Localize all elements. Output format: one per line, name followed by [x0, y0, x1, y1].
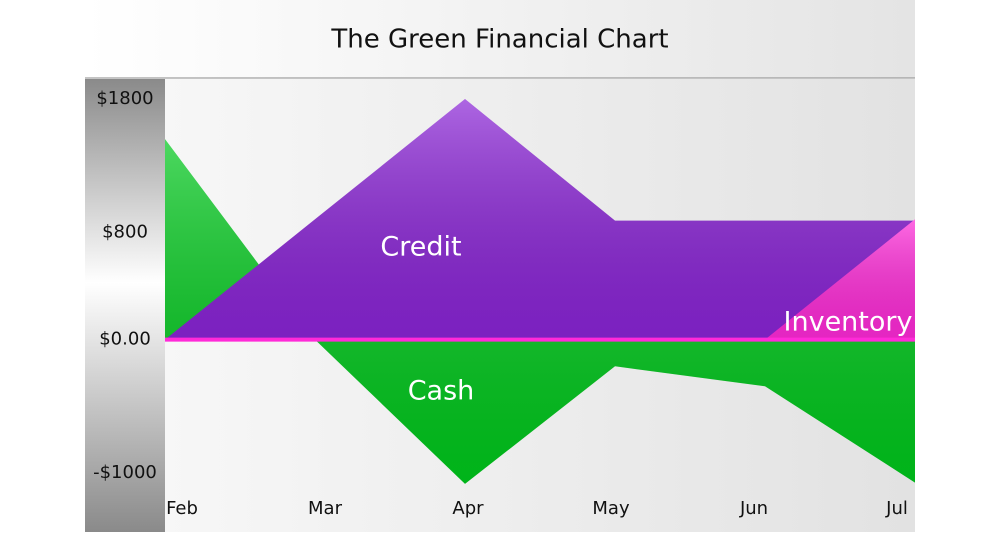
x-tick-label: May: [592, 498, 630, 519]
chart-title: The Green Financial Chart: [330, 25, 668, 55]
labels: Cash Credit Inventory: [380, 232, 912, 407]
y-tick-label: $1800: [96, 88, 153, 109]
series-area: [165, 99, 915, 340]
x-tick-label: Jul: [885, 498, 908, 519]
series-area: [165, 139, 915, 484]
series-label: Credit: [380, 232, 461, 263]
series-label: Cash: [408, 376, 475, 407]
series-area: [165, 219, 915, 340]
area-shade: [165, 139, 915, 484]
x-tick-label: Jun: [739, 498, 768, 519]
y-tick-label: $0.00: [99, 329, 151, 350]
areas: [165, 99, 915, 484]
axis-background: [85, 79, 165, 532]
y-tick-label: $800: [102, 222, 148, 243]
x-tick-label: Apr: [452, 498, 484, 519]
series-label: Inventory: [784, 307, 913, 338]
x-tick-label: Feb: [166, 498, 198, 519]
x-tick-label: Mar: [308, 498, 343, 519]
area-shade: [165, 99, 915, 340]
y-tick-label: -$1000: [93, 462, 157, 483]
area-shade: [165, 219, 915, 340]
title-band: [85, 0, 915, 78]
